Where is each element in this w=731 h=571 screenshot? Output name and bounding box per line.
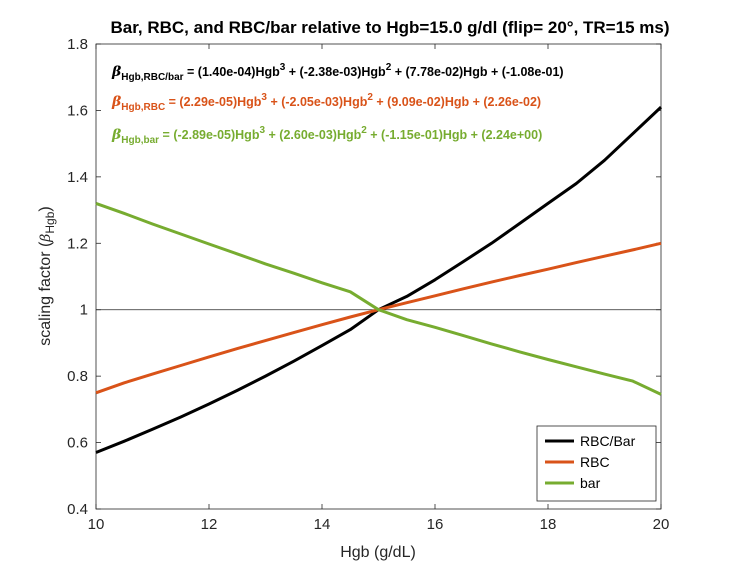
equation-part: 3 — [280, 62, 286, 73]
equation-part: 2 — [361, 125, 367, 136]
equation-part: + (-2.38e-03)Hgb — [285, 65, 386, 79]
series-layer — [95, 106, 663, 454]
y-tick-label: 1.6 — [67, 102, 88, 119]
equation-part: + (-2.05e-03)Hgb — [267, 95, 368, 109]
series-line-bar — [95, 201, 662, 396]
equations: βHgb,RBC/bar = (1.40e-04)Hgb3 + (-2.38e-… — [111, 62, 564, 146]
equation-part: 2 — [367, 92, 373, 103]
equation-part: + (9.09e-02)Hgb + (2.26e-02) — [373, 95, 541, 109]
y-axis-label: scaling factor (βHgb) — [37, 206, 57, 345]
legend-label: RBC/Bar — [580, 433, 636, 449]
equation-part: Hgb,RBC/bar — [121, 72, 183, 83]
equation-part: 3 — [261, 92, 267, 103]
equation-3: βHgb,bar = (-2.89e-05)Hgb3 + (2.60e-03)H… — [111, 125, 542, 146]
equation-part: = (2.29e-05)Hgb — [165, 95, 262, 109]
y-axis-label-sub: Hgb — [43, 211, 57, 233]
y-tick-label: 1.8 — [67, 36, 88, 53]
equation-1: βHgb,RBC/bar = (1.40e-04)Hgb3 + (-2.38e-… — [111, 62, 564, 83]
equation-part: β — [111, 64, 122, 80]
equation-part: 2 — [386, 62, 392, 73]
equation-part: = (-2.89e-05)Hgb — [159, 128, 260, 142]
y-tick-label: 1.2 — [67, 235, 88, 252]
equation-part: β — [111, 127, 122, 143]
legend-label: bar — [580, 475, 601, 491]
axis-ticks: 10 12 14 16 18 20 0.4 0.6 0.8 1 1.2 1.4 1.6 1.8 — [67, 36, 669, 533]
legend-label: RBC — [580, 454, 610, 470]
y-axis-label-text: scaling factor ( — [37, 241, 54, 346]
equation-part: Hgb,bar — [121, 135, 159, 146]
y-tick-label: 1 — [80, 302, 88, 319]
y-axis-label-beta: β — [38, 234, 54, 243]
equation-2: βHgb,RBC = (2.29e-05)Hgb3 + (-2.05e-03)H… — [111, 92, 541, 113]
x-tick-label: 14 — [314, 516, 331, 533]
y-tick-label: 0.4 — [67, 501, 88, 518]
equation-part: + (2.60e-03)Hgb — [265, 128, 362, 142]
y-tick-label: 0.8 — [67, 368, 88, 385]
x-tick-label: 10 — [88, 516, 105, 533]
equation-part: 3 — [259, 125, 265, 136]
y-tick-label: 0.6 — [67, 435, 88, 452]
equation-part: + (7.78e-02)Hgb + (-1.08e-01) — [391, 65, 563, 79]
x-tick-label: 16 — [427, 516, 444, 533]
y-axis-label-close: ) — [37, 206, 54, 211]
x-axis-label: Hgb (g/dL) — [340, 544, 416, 561]
y-tick-label: 1.4 — [67, 169, 88, 186]
chart-title: Bar, RBC, and RBC/bar relative to Hgb=15… — [111, 18, 670, 37]
x-tick-label: 20 — [653, 516, 670, 533]
equation-part: Hgb,RBC — [121, 102, 165, 113]
equation-part: = (1.40e-04)Hgb — [184, 65, 281, 79]
equation-part: β — [111, 94, 122, 110]
x-tick-label: 18 — [540, 516, 557, 533]
equation-part: + (-1.15e-01)Hgb + (2.24e+00) — [367, 128, 542, 142]
x-tick-label: 12 — [201, 516, 218, 533]
legend: RBC/Bar RBC bar — [536, 425, 657, 502]
